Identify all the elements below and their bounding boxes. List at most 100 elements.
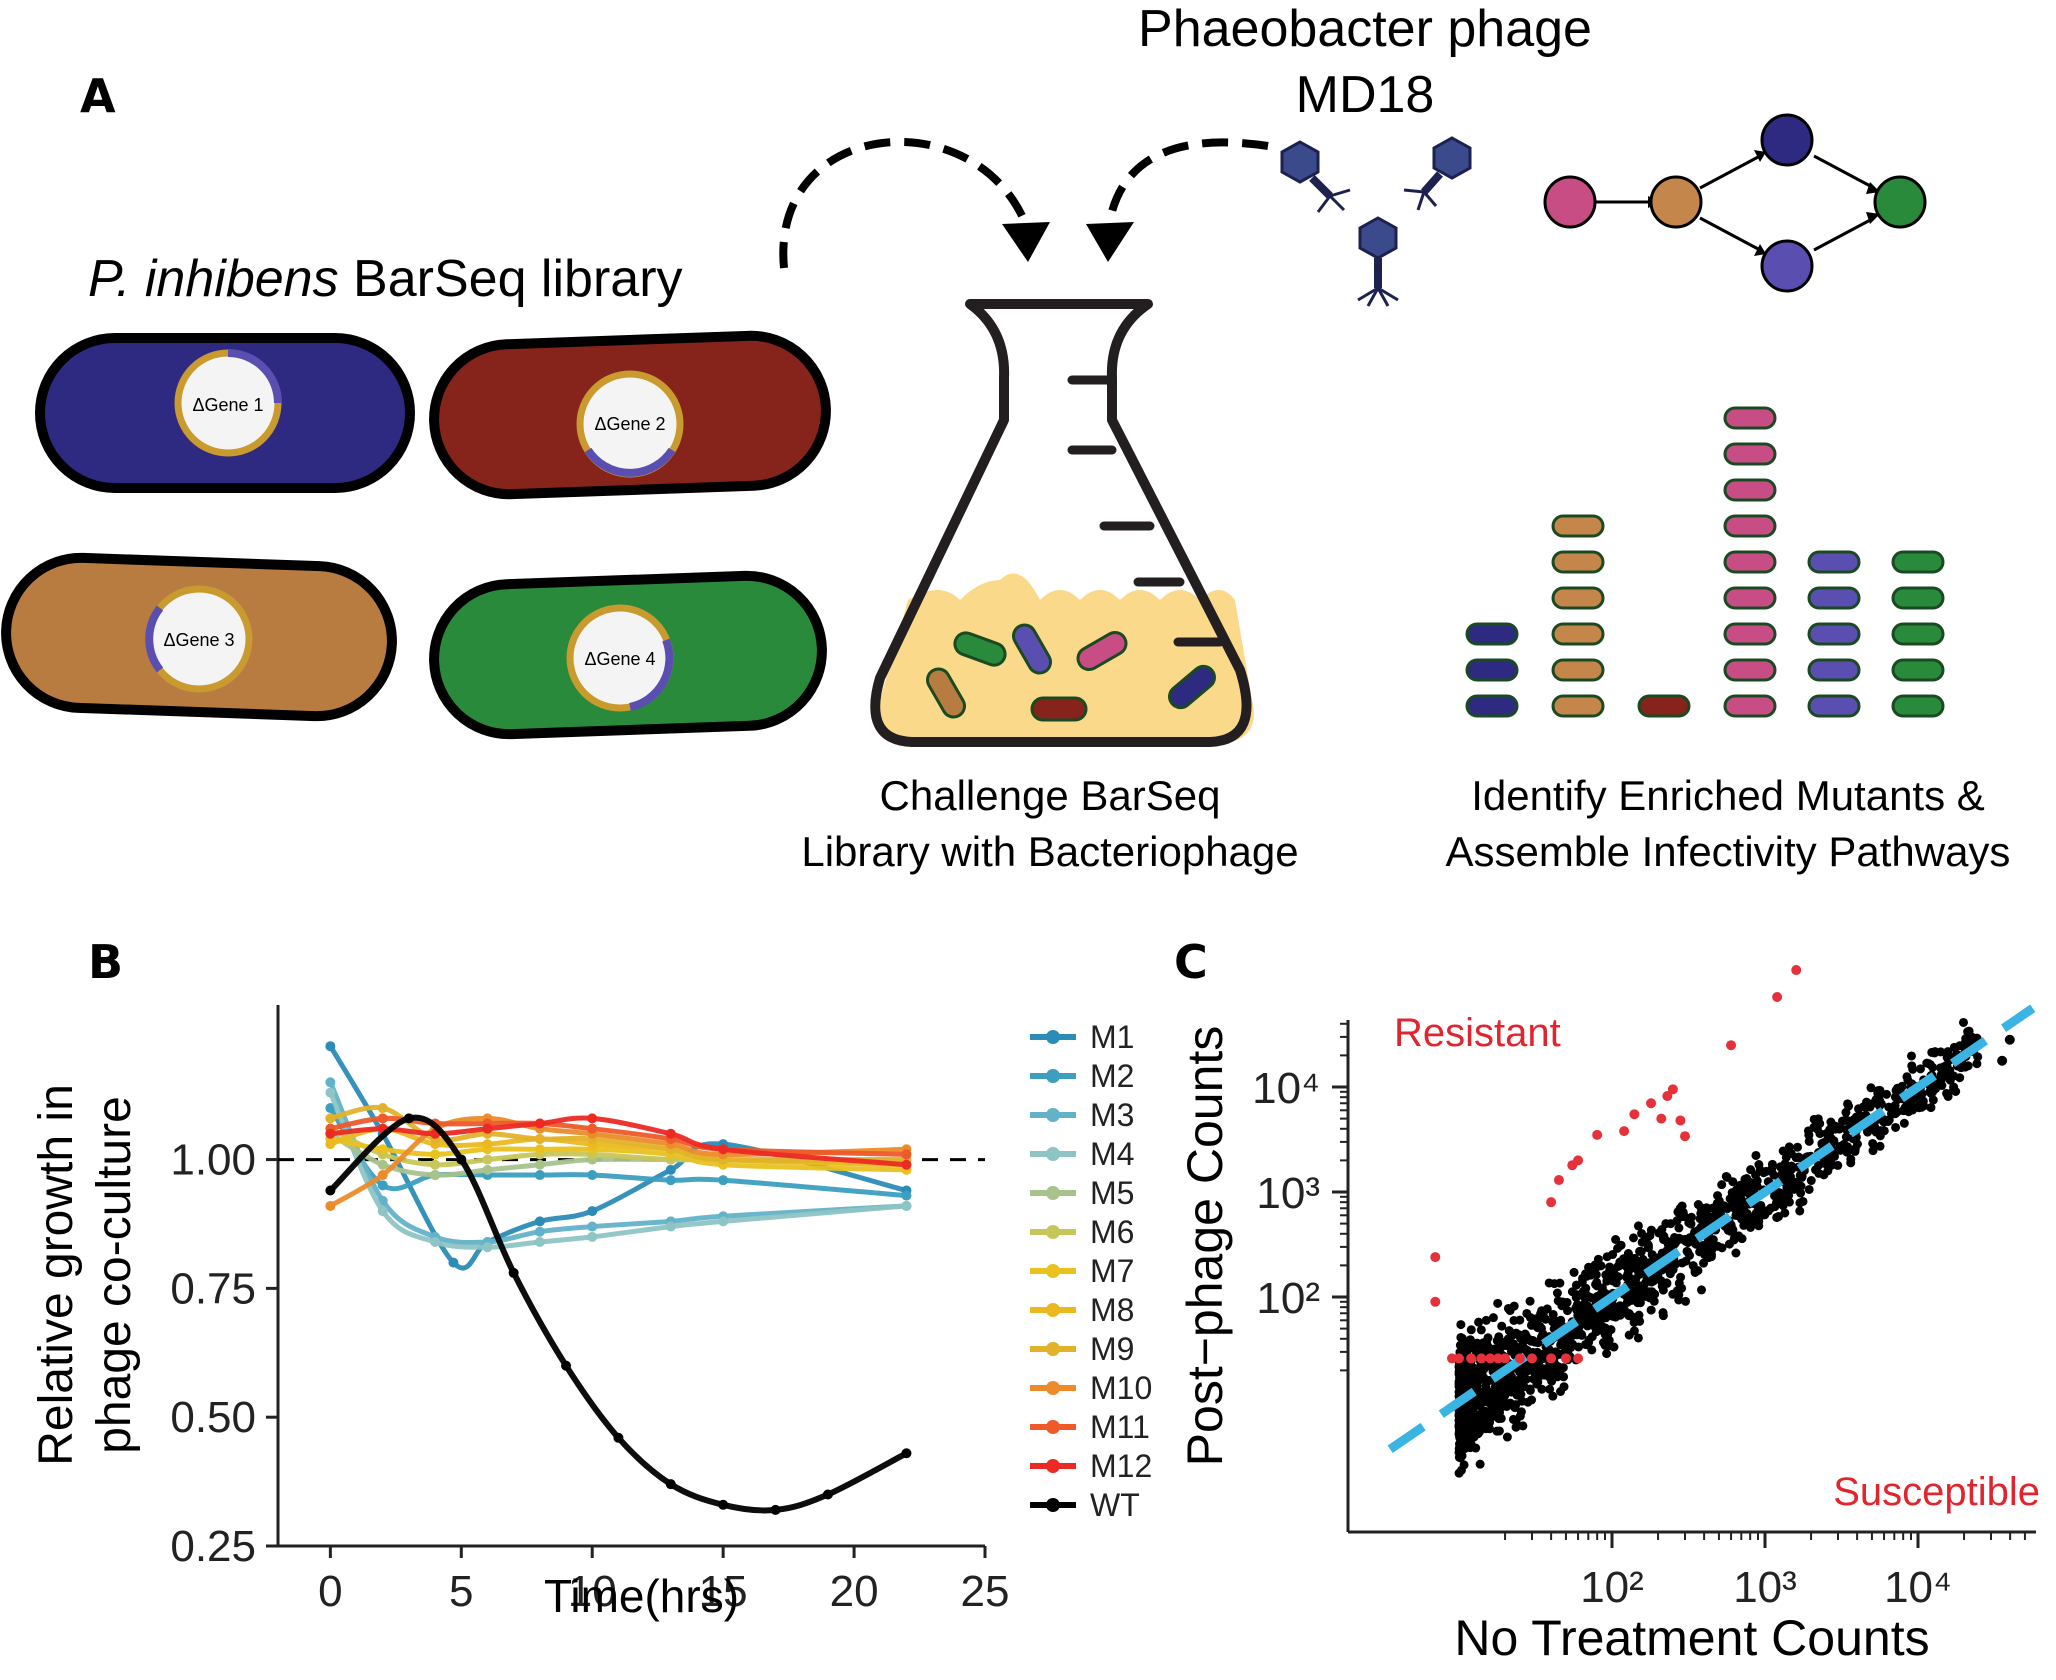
data-point — [1629, 1233, 1639, 1243]
cell-rod — [953, 631, 1007, 667]
x-tick-label: 10³ — [1733, 1563, 1797, 1612]
data-point — [1815, 1119, 1825, 1129]
series-point-m8 — [482, 1139, 493, 1150]
susceptible-point — [1493, 1353, 1504, 1364]
flask-liquid — [877, 573, 1254, 744]
series-point-m4 — [325, 1087, 336, 1098]
data-point — [1483, 1346, 1493, 1356]
data-point — [1729, 1233, 1739, 1243]
data-point — [1658, 1285, 1668, 1295]
data-point — [1972, 1059, 1982, 1069]
series-point-m2 — [718, 1175, 729, 1186]
pathway-node — [1760, 239, 1814, 293]
enriched-mutant-rod — [1637, 694, 1691, 718]
data-point — [1476, 1374, 1486, 1384]
pathway-node — [1543, 175, 1597, 229]
y-tick-label: 0.25 — [170, 1522, 256, 1571]
data-point — [1942, 1060, 1952, 1070]
cell-gene-2: ΔGene 2 — [429, 330, 831, 500]
data-point — [1509, 1301, 1519, 1311]
series-point-m7 — [534, 1144, 545, 1155]
data-point — [1503, 1374, 1513, 1384]
data-point — [1658, 1311, 1668, 1321]
cell-rod — [1030, 696, 1088, 722]
enriched-mutant-rod — [1723, 658, 1777, 682]
data-point — [1803, 1126, 1813, 1136]
data-point — [1469, 1344, 1479, 1354]
data-point — [1659, 1231, 1669, 1241]
data-point — [1592, 1281, 1602, 1291]
data-point — [1494, 1426, 1504, 1436]
data-point — [1690, 1267, 1700, 1277]
library-label-species: P. inhibens — [88, 250, 339, 308]
data-point — [1474, 1317, 1484, 1327]
data-point — [1499, 1391, 1509, 1401]
legend-label: M4 — [1090, 1136, 1134, 1172]
phage-title-line1: Phaeobacter phage — [1138, 0, 1592, 58]
series-point-m4 — [430, 1237, 441, 1248]
x-tick-label: 25 — [961, 1567, 1010, 1616]
data-point — [1515, 1346, 1525, 1356]
data-point — [1754, 1221, 1764, 1231]
data-point — [1891, 1122, 1901, 1132]
resistant-point — [1629, 1109, 1640, 1120]
data-point — [1635, 1288, 1645, 1298]
resistant-point — [1546, 1353, 1557, 1364]
data-point — [1471, 1443, 1481, 1453]
data-point — [1935, 1075, 1945, 1085]
x-tick-label: 5 — [449, 1567, 473, 1616]
enriched-mutant-rod — [1891, 622, 1945, 646]
cell-gene-3: ΔGene 3 — [1, 552, 397, 722]
data-point — [1854, 1104, 1864, 1114]
x-tick-label: 20 — [830, 1567, 879, 1616]
series-point-wt — [665, 1479, 676, 1490]
data-point — [1742, 1174, 1752, 1184]
data-point — [1907, 1061, 1917, 1071]
data-point — [1590, 1319, 1600, 1329]
phage-title-line2: MD18 — [1296, 66, 1435, 124]
legend-swatch-dot — [1046, 1186, 1060, 1200]
challenge-caption-line1: Challenge BarSeq — [880, 772, 1221, 819]
data-point — [1466, 1325, 1476, 1335]
data-point — [1775, 1162, 1785, 1172]
data-point — [1926, 1103, 1936, 1113]
data-point — [1533, 1321, 1543, 1331]
data-point — [1530, 1368, 1540, 1378]
data-point — [1681, 1296, 1691, 1306]
y-tick-label: 0.75 — [170, 1264, 256, 1313]
data-point — [1476, 1364, 1486, 1374]
enriched-mutant-rod — [1723, 622, 1777, 646]
data-point — [1676, 1234, 1686, 1244]
data-point — [1511, 1400, 1521, 1410]
series-point-wt — [561, 1360, 572, 1371]
x-axis-title: No Treatment Counts — [1454, 1610, 1929, 1666]
data-point — [1574, 1342, 1584, 1352]
data-point — [1533, 1377, 1543, 1387]
x-tick-label: 10⁴ — [1884, 1563, 1952, 1612]
series-point-m11 — [587, 1123, 598, 1134]
y-tick-label: 10⁴ — [1252, 1064, 1320, 1113]
data-point — [1672, 1216, 1682, 1226]
data-point — [1633, 1221, 1643, 1231]
legend-swatch-dot — [1046, 1147, 1060, 1161]
enriched-mutant-rod — [1723, 514, 1777, 538]
data-point — [1569, 1267, 1579, 1277]
enriched-mutant-rod — [1807, 550, 1861, 574]
x-axis-title: Time(hrs) — [544, 1570, 739, 1622]
data-point — [1527, 1395, 1537, 1405]
data-point — [1539, 1364, 1549, 1374]
data-point — [1862, 1097, 1872, 1107]
data-point — [1672, 1286, 1682, 1296]
data-point — [1682, 1246, 1692, 1256]
y-tick-label: 10³ — [1256, 1169, 1320, 1218]
data-point — [1707, 1244, 1717, 1254]
enriched-mutant-rod — [1807, 658, 1861, 682]
identify-caption-line2: Assemble Infectivity Pathways — [1446, 828, 2011, 875]
data-point — [1882, 1089, 1892, 1099]
data-point — [1488, 1411, 1498, 1421]
data-point — [1915, 1064, 1925, 1074]
series-point-m12 — [482, 1123, 493, 1134]
cell-label: ΔGene 4 — [584, 649, 655, 669]
resistant-point — [1619, 1126, 1630, 1137]
legend-label: M5 — [1090, 1175, 1134, 1211]
